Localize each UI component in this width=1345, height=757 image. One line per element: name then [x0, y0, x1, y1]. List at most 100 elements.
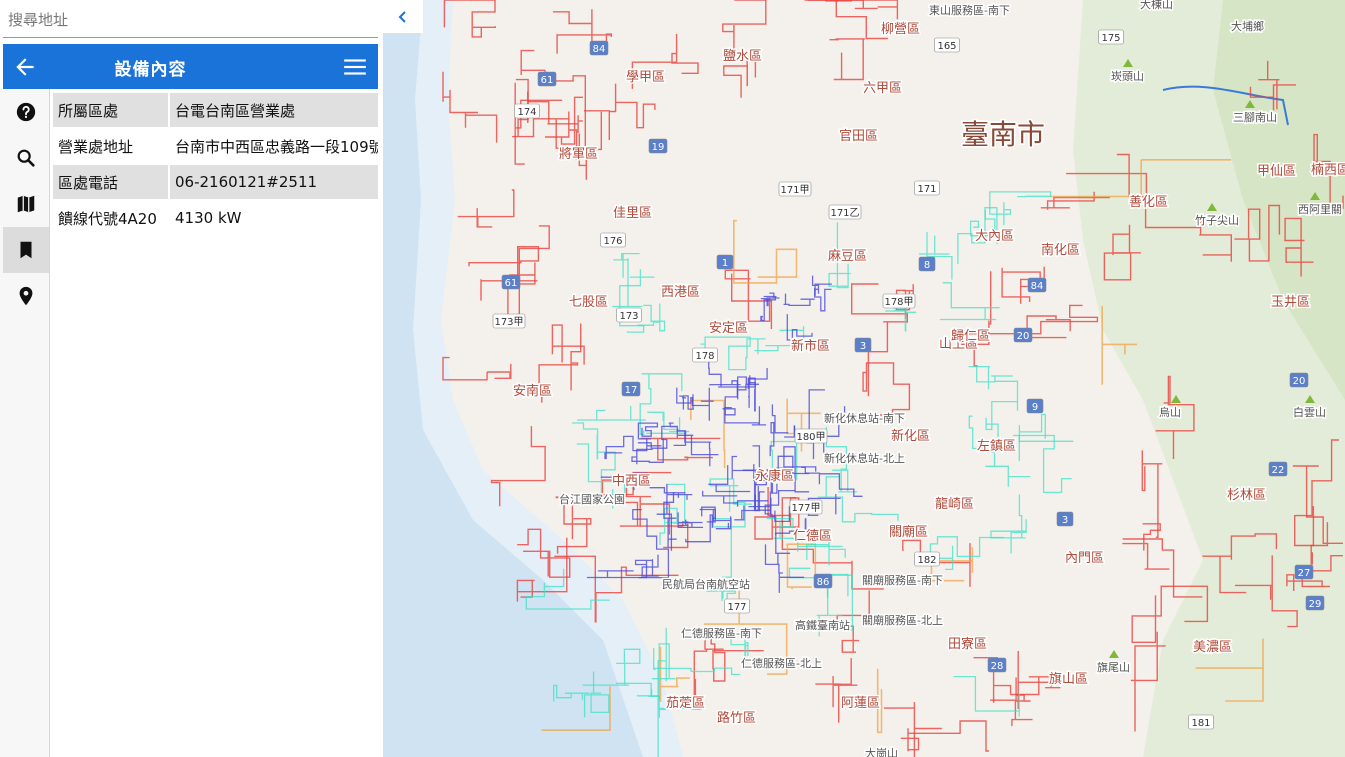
- route-shield-label: 178: [695, 351, 714, 362]
- feeder-line-blue: [724, 406, 767, 426]
- mountain-peak-icon: [1305, 395, 1315, 403]
- feeder-line-red: [990, 677, 1033, 727]
- route-shield-icon: [813, 573, 833, 589]
- district-label: 鹽水區: [723, 49, 762, 64]
- route-shield-label: 17: [625, 385, 638, 396]
- route-shield-icon: [1027, 277, 1047, 293]
- feeder-line-blue: [764, 482, 796, 515]
- place-label: 三腳南山: [1233, 111, 1277, 124]
- route-shield-label: 19: [652, 142, 665, 153]
- feeder-line-red: [1202, 533, 1278, 594]
- feeder-line-blue: [783, 446, 817, 493]
- route-shield-icon: [492, 313, 526, 329]
- route-shield-label: 175: [1101, 33, 1120, 44]
- feeder-line-cyan: [770, 440, 798, 481]
- route-shield-icon: [789, 499, 823, 515]
- feeder-line-red: [1294, 439, 1339, 547]
- collapse-panel-button[interactable]: [383, 0, 423, 33]
- feeder-line-red: [710, 632, 764, 682]
- search-input[interactable]: [3, 0, 378, 36]
- feeder-line-cyan: [657, 627, 667, 757]
- table-row: 所屬區處 台電台南區營業處: [53, 93, 378, 127]
- route-shield-icon: [1294, 564, 1314, 580]
- map-sea: [383, 0, 663, 757]
- mountain-peak-icon: [1310, 192, 1320, 200]
- feeder-line-red: [1292, 465, 1343, 565]
- feeder-line-cyan: [828, 222, 851, 289]
- district-label: 左鎮區: [977, 438, 1016, 454]
- feeder-line-cyan: [985, 380, 1019, 441]
- place-label: 關廟服務區-南下: [862, 573, 943, 587]
- feeder-line-red: [545, 96, 583, 160]
- mountain-peak-icon: [1171, 395, 1181, 403]
- feeder-line-cyan: [709, 478, 753, 512]
- route-shield-icon: [616, 307, 642, 323]
- map-canvas[interactable]: 臺南市 鹽水區 柳營區 學甲區 六甲區 將軍區 官田區 佳里區 大內區 麻豆區 善化區 玉井區 楠西區南…: [383, 0, 1345, 757]
- sidebar-item-location[interactable]: [3, 273, 49, 319]
- feeder-line-cyan: [637, 303, 666, 332]
- feeder-line-cyan: [968, 415, 1031, 487]
- route-shield-icon: [778, 181, 812, 197]
- arrow-left-icon[interactable]: [11, 54, 39, 80]
- feeder-line-blue: [786, 314, 813, 341]
- feeder-line-cyan: [1013, 434, 1072, 494]
- sidebar-item-search[interactable]: [3, 135, 49, 181]
- district-label: 西港區: [661, 285, 700, 300]
- place-label: 西阿里關: [1298, 203, 1342, 216]
- feeder-line-blue: [685, 506, 716, 543]
- feeder-line-red: [829, 38, 865, 81]
- feeder-line-blue: [631, 438, 664, 465]
- route-shield-label: 61: [541, 75, 554, 86]
- road-orange: [1050, 159, 1232, 198]
- feeder-line-red: [457, 189, 515, 228]
- route-shield-icon: [1305, 595, 1325, 611]
- feeder-line-cyan: [576, 443, 626, 509]
- district-label: 學甲區: [626, 70, 665, 85]
- feeder-line-blue: [801, 466, 863, 497]
- feeder-line-cyan: [582, 648, 641, 686]
- mountain-peak-icon: [1245, 100, 1255, 108]
- feeder-line-cyan: [648, 689, 702, 718]
- feeder-line-cyan: [619, 269, 655, 333]
- district-label: 將軍區: [559, 147, 598, 162]
- info-value: 台南市中西區忠義路一段109號: [175, 137, 378, 156]
- route-shield-icon: [692, 347, 718, 363]
- place-label: 民航局台南航空站: [662, 577, 750, 591]
- feeder-line-red: [754, 487, 800, 540]
- mountain-peak-icon: [1109, 650, 1119, 658]
- road-orange: [1101, 305, 1137, 385]
- feeder-line-blue: [586, 560, 648, 579]
- route-shield-label: 176: [603, 236, 622, 247]
- feeder-line-red: [862, 362, 911, 416]
- feeder-line-cyan: [577, 405, 646, 421]
- route-shield-icon: [918, 256, 936, 272]
- feeder-line-cyan: [817, 476, 899, 523]
- district-label: 六甲區: [863, 81, 902, 96]
- place-label: 仁德服務區-北上: [741, 656, 822, 670]
- panel-header: 設備內容: [3, 44, 378, 89]
- bookmark-icon: [20, 241, 32, 259]
- feeder-line-blue: [753, 478, 771, 511]
- feeder-line-red: [520, 49, 586, 150]
- feeder-line-blue: [673, 430, 712, 467]
- sidebar-item-help[interactable]: [3, 89, 49, 135]
- route-shield-label: 61: [505, 278, 518, 289]
- feeder-line-red: [723, 57, 757, 98]
- route-shield-label: 165: [937, 41, 956, 52]
- place-label: 新化休息站-南下: [824, 411, 905, 425]
- route-shield-label: 1: [722, 258, 728, 269]
- feeder-line-red: [722, 0, 767, 57]
- route-shield-label: 173: [619, 311, 638, 322]
- sidebar-item-bookmark[interactable]: [3, 227, 49, 273]
- sidebar-item-map[interactable]: [3, 181, 49, 227]
- district-label: 關廟區: [889, 524, 928, 540]
- feeder-line-cyan: [806, 538, 846, 566]
- feeder-line-blue: [814, 288, 832, 312]
- feeder-line-red: [851, 283, 908, 397]
- table-row: 區處電話 06-2160121#2511: [53, 165, 378, 199]
- district-label: 大內區: [975, 229, 1014, 244]
- feeder-line-cyan: [929, 536, 1005, 571]
- hamburger-menu-icon[interactable]: [342, 56, 368, 78]
- feeder-line-red: [490, 426, 546, 507]
